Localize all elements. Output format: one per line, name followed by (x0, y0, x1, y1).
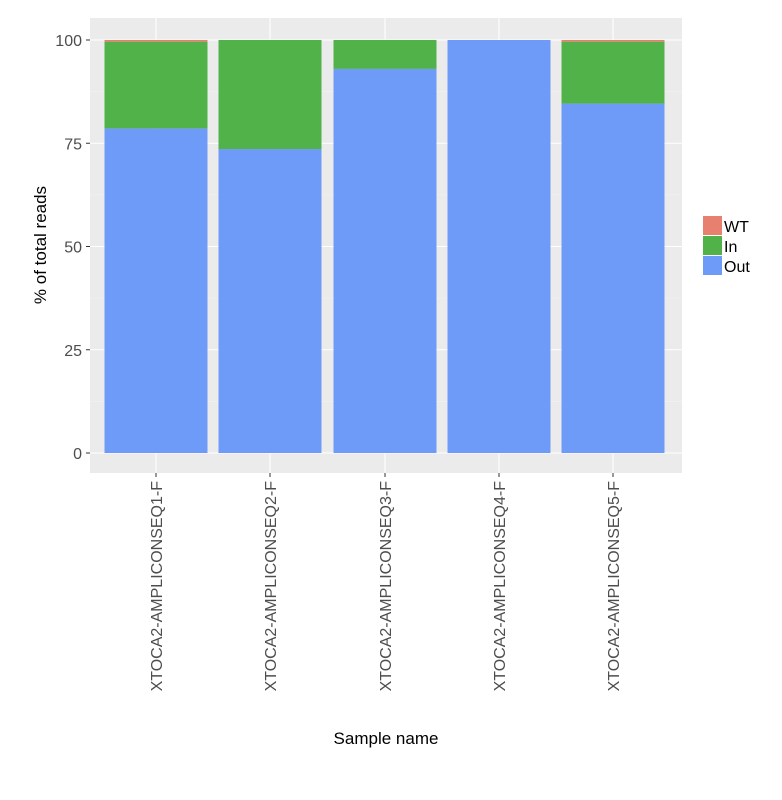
y-tick-label: 75 (64, 136, 82, 153)
legend-label-wt: WT (724, 219, 749, 236)
bar-wt (104, 40, 208, 42)
legend: WT In Out (703, 216, 750, 276)
x-tick-label: XTOCA2-AMPLICONSEQ3-F (378, 481, 395, 692)
bar-out (218, 149, 322, 454)
x-tick-label: XTOCA2-AMPLICONSEQ5-F (606, 481, 623, 692)
y-tick-label: 50 (64, 240, 82, 257)
bar-in (218, 40, 322, 150)
bar-in (333, 40, 437, 69)
legend-label-in: In (724, 239, 737, 256)
bar-out (447, 40, 551, 453)
legend-key-wt (703, 216, 722, 235)
y-tick-label: 25 (64, 343, 82, 360)
bar-out (561, 103, 665, 454)
bar-in (561, 41, 665, 104)
x-tick-label: XTOCA2-AMPLICONSEQ2-F (263, 481, 280, 692)
legend-label-out: Out (724, 259, 750, 276)
bars (104, 40, 665, 454)
bar-wt (561, 40, 665, 42)
legend-key-out (703, 256, 722, 275)
legend-key-in (703, 236, 722, 255)
y-axis: 0 25 50 75 100 (55, 33, 90, 463)
y-axis-title: % of total reads (31, 186, 50, 304)
x-axis: XTOCA2-AMPLICONSEQ1-F XTOCA2-AMPLICONSEQ2… (149, 473, 623, 691)
y-tick-label: 100 (55, 33, 82, 50)
bar-out (333, 68, 437, 453)
x-tick-label: XTOCA2-AMPLICONSEQ1-F (149, 481, 166, 692)
x-axis-title: Sample name (334, 729, 439, 748)
y-tick-label: 0 (73, 446, 82, 463)
bar-in (104, 41, 208, 129)
bar-out (104, 128, 208, 453)
x-tick-label: XTOCA2-AMPLICONSEQ4-F (492, 481, 509, 692)
